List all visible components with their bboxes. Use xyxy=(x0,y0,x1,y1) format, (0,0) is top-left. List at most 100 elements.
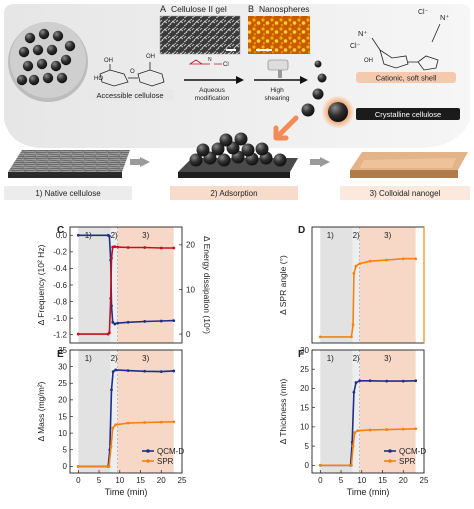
disc-nanosphere xyxy=(28,74,40,86)
data-point xyxy=(351,323,355,327)
ho-label: HO xyxy=(94,76,103,82)
panel-letter: D xyxy=(298,225,305,236)
step1-label-1: Aqueous xyxy=(199,87,225,94)
series-line xyxy=(320,379,416,467)
y-tick-label: 15 xyxy=(58,412,67,421)
y-tick-label: 30 xyxy=(300,346,309,355)
legend-marker xyxy=(146,449,150,453)
y-tick-label: 25 xyxy=(300,365,309,374)
oh-cationic: OH xyxy=(364,58,373,64)
stage-arrow-1 xyxy=(140,157,150,167)
legend-label: SPR xyxy=(157,457,174,466)
data-point xyxy=(318,463,322,467)
disc-nanosphere xyxy=(24,32,36,44)
chart-panel-f: 1) 2) 3) F 0 5 10 15 20 25 30 0 5 10 15 20 25 Time (min) Δ… xyxy=(278,346,429,497)
data-point xyxy=(353,431,357,435)
phase-band-nanogel xyxy=(359,227,416,343)
data-point xyxy=(126,369,130,373)
chart-panel-e: 1) 2) 3) E 0 5 10 15 20 25 30 35 0 5 10 15 20 25 Time (min… xyxy=(36,346,187,497)
x-tick-label: 5 xyxy=(339,476,344,485)
y-tick-label: 15 xyxy=(300,403,309,412)
data-point xyxy=(159,420,163,424)
legend-marker xyxy=(388,459,392,463)
phase-band-adsorption xyxy=(352,227,360,343)
data-point xyxy=(159,319,163,323)
y-tick-label: 0 xyxy=(305,461,310,470)
y-tick-label: -1.0 xyxy=(53,314,67,323)
phase-band-native xyxy=(78,227,111,343)
adsorbed-nanosphere xyxy=(211,142,225,156)
data-point xyxy=(110,256,113,260)
stage1-label: 1) Native cellulose xyxy=(35,189,101,198)
crystalline-label: Crystalline cellulose xyxy=(375,110,441,119)
step1-label-2: modification xyxy=(195,95,230,102)
cellulose-structure xyxy=(99,62,165,87)
data-point xyxy=(354,264,358,268)
disc-nanosphere xyxy=(16,74,28,86)
data-point xyxy=(111,426,115,430)
series-line xyxy=(320,257,416,338)
phase-label: 2) xyxy=(353,231,360,240)
scale-bar-b xyxy=(256,49,272,51)
stage-arrow-2-body xyxy=(310,159,320,165)
data-point xyxy=(401,379,405,383)
y-axis-label: Δ Thickness (nm) xyxy=(278,379,288,445)
y-tick-label: 10 xyxy=(58,429,67,438)
stage3-label: 3) Colloidal nanogel xyxy=(370,189,441,198)
disc-nanosphere xyxy=(32,44,44,56)
data-point xyxy=(114,423,118,427)
phase-label: 3) xyxy=(142,231,149,240)
data-point xyxy=(172,369,176,373)
data-point xyxy=(159,246,163,250)
data-point xyxy=(116,245,120,249)
data-point xyxy=(113,245,117,249)
ion-n-right: N⁺ xyxy=(440,13,449,22)
phase-band-adsorption xyxy=(110,227,118,343)
phase-label: 1) xyxy=(327,354,334,363)
data-point xyxy=(414,257,418,261)
falling-nanospheres xyxy=(301,60,327,117)
data-point xyxy=(356,429,360,433)
crystalline-label-box xyxy=(356,108,460,120)
x-tick-label: 10 xyxy=(357,476,366,485)
scale-bar-a xyxy=(226,49,236,51)
adsorption-pointer-arrow xyxy=(273,115,299,141)
data-point xyxy=(414,427,418,431)
phase-label: 2) xyxy=(111,354,118,363)
y-tick-label: -1.2 xyxy=(53,331,67,340)
disc-nanosphere xyxy=(50,60,62,72)
disc-nanosphere xyxy=(56,72,68,84)
legend-label: QCM-D xyxy=(157,447,184,456)
reagent-structure xyxy=(188,59,222,65)
x-tick-label: 25 xyxy=(178,476,187,485)
data-point xyxy=(385,258,389,262)
x-tick-label: 25 xyxy=(420,476,429,485)
data-point xyxy=(368,379,372,383)
disc-nanosphere xyxy=(38,28,50,40)
x-axis-label: Time (min) xyxy=(347,487,390,497)
adsorbed-nanosphere xyxy=(219,133,233,147)
stage2-box xyxy=(170,186,298,200)
y-tick-label: -0.6 xyxy=(53,281,67,290)
disc-nanosphere xyxy=(18,46,30,58)
data-point xyxy=(172,319,176,323)
legend-marker xyxy=(388,449,392,453)
series-line xyxy=(78,369,174,468)
phase-band-adsorption xyxy=(110,350,118,473)
stage3-box xyxy=(340,186,470,200)
data-point xyxy=(113,322,117,326)
panel-letter: E xyxy=(57,349,64,360)
y-axis-label: Δ Mass (mg/m²) xyxy=(36,381,46,441)
data-point xyxy=(108,331,111,335)
panel-letter: F xyxy=(298,349,304,360)
panel-letter: C xyxy=(57,225,64,236)
reagent-n: N xyxy=(208,57,212,63)
phase-band-native xyxy=(320,350,353,473)
data-point xyxy=(143,320,147,323)
o-label: O xyxy=(130,69,135,75)
x-tick-label: 20 xyxy=(399,476,408,485)
legend-label: SPR xyxy=(399,457,416,466)
data-point xyxy=(76,464,80,468)
accessible-label-box xyxy=(86,89,174,101)
